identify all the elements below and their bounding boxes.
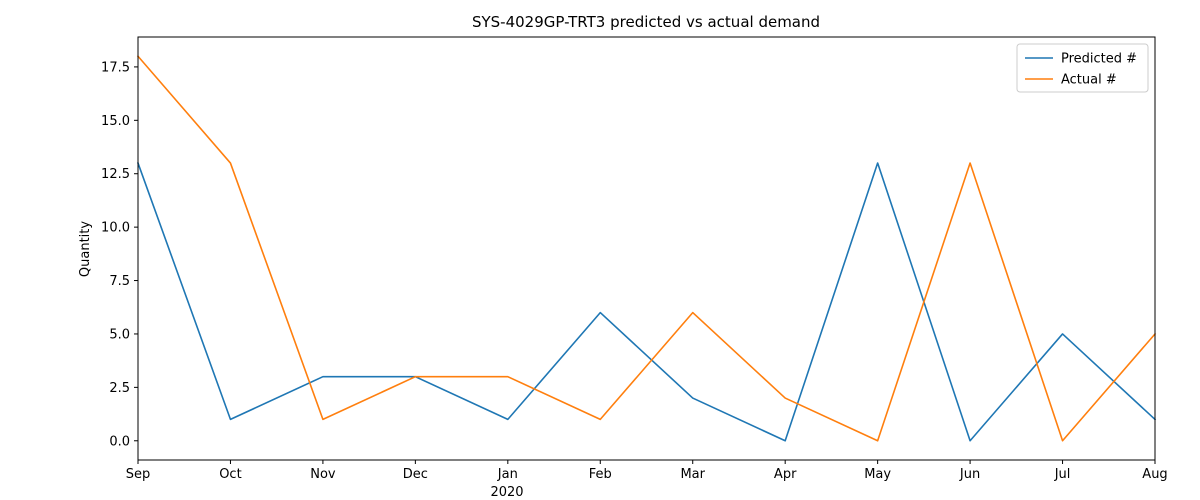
x-tick-label: Jul <box>1054 467 1071 482</box>
y-tick-label: 10.0 <box>101 221 130 236</box>
x-tick-label: Jan <box>497 467 518 482</box>
y-tick-label: 7.5 <box>109 274 130 289</box>
legend-entry-label: Predicted # <box>1061 52 1137 67</box>
y-tick-label: 2.5 <box>109 381 130 396</box>
chart-title: SYS-4029GP-TRT3 predicted vs actual dema… <box>472 13 820 31</box>
series-lines <box>136 55 1157 442</box>
x-tick-label: Dec <box>403 467 428 482</box>
legend-box <box>1016 43 1149 93</box>
x-tick-label: Sep <box>126 467 151 482</box>
legend: Predicted # Actual # <box>1016 43 1149 93</box>
x-axis-year-label: 2020 <box>490 485 523 500</box>
y-axis-label: Quantity <box>78 221 93 277</box>
x-tick-label: Aug <box>1142 467 1167 482</box>
x-tick-label: Nov <box>310 467 336 482</box>
series-line-actual <box>136 55 1157 442</box>
x-tick-label: Oct <box>219 467 241 482</box>
y-axis-ticks: 0.0 2.5 5.0 7.5 10.0 12.5 15.0 17.5 <box>101 60 138 449</box>
x-tick-label: Feb <box>589 467 612 482</box>
x-axis-ticks: Sep Oct Nov Dec Jan Feb Mar Apr May Jun Jul Aug <box>126 460 1168 482</box>
y-tick-label: 15.0 <box>101 114 130 129</box>
legend-entry-label: Actual # <box>1061 73 1117 88</box>
series-line-predicted <box>136 162 1157 442</box>
x-tick-label: Mar <box>680 467 705 482</box>
x-tick-label: Jun <box>959 467 980 482</box>
x-tick-label: Apr <box>774 467 797 482</box>
x-tick-label: May <box>864 467 891 482</box>
plot-frame <box>137 36 1156 461</box>
y-tick-label: 17.5 <box>101 60 130 75</box>
y-tick-label: 5.0 <box>109 327 130 342</box>
y-tick-label: 0.0 <box>109 434 130 449</box>
y-tick-label: 12.5 <box>101 167 130 182</box>
